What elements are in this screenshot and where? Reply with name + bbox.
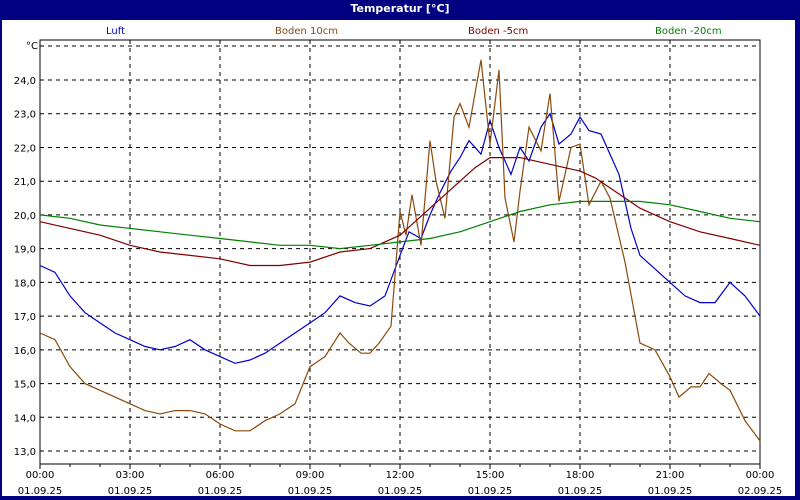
x-tick-time: 18:00 <box>566 470 595 481</box>
series-line-0 <box>39 112 761 364</box>
x-tick-date: 01.09.25 <box>108 486 153 497</box>
x-tick-time: 06:00 <box>206 470 235 481</box>
legend-boden-10cm: Boden 10cm <box>275 26 338 37</box>
y-tick-label: 22,0 <box>14 143 36 154</box>
y-tick-label: 19,0 <box>14 245 36 256</box>
chart-title: Temperatur [°C] <box>0 0 800 20</box>
x-tick-date: 01.09.25 <box>18 486 63 497</box>
y-tick-label: 20,0 <box>14 211 36 222</box>
series-line-3 <box>39 200 761 250</box>
x-tick-date: 01.09.25 <box>378 486 423 497</box>
x-tick-time: 21:00 <box>656 470 685 481</box>
x-tick-time: 03:00 <box>116 470 145 481</box>
y-axis-unit: °C <box>26 41 38 52</box>
x-tick-time: 00:00 <box>746 470 775 481</box>
y-tick-label: 13,0 <box>14 447 36 458</box>
x-tick-date: 01.09.25 <box>558 486 603 497</box>
series-line-2 <box>39 157 761 267</box>
x-tick-date: 01.09.25 <box>198 486 243 497</box>
grid-lines <box>40 40 760 464</box>
y-tick-label: 15,0 <box>14 380 36 391</box>
x-axis: 00:00 01.09.25 03:00 01.09.25 06:00 01.09.25 0… <box>18 464 783 497</box>
x-tick-time: 15:00 <box>476 470 505 481</box>
legend-luft: Luft <box>106 26 125 37</box>
x-tick-date: 01.09.25 <box>288 486 333 497</box>
y-tick-label: 23,0 <box>14 110 36 121</box>
y-tick-label: 21,0 <box>14 177 36 188</box>
x-tick-date: 01.09.25 <box>648 486 693 497</box>
y-tick-label: 18,0 <box>14 278 36 289</box>
y-tick-label: 16,0 <box>14 346 36 357</box>
series-line-1 <box>39 59 761 442</box>
legend-boden-20cm: Boden -20cm <box>655 26 722 37</box>
y-tick-label: 24,0 <box>14 76 36 87</box>
data-series <box>39 59 761 442</box>
legend-boden-5cm: Boden -5cm <box>468 26 529 37</box>
y-tick-label: 14,0 <box>14 413 36 424</box>
x-tick-date: 01.09.25 <box>468 486 513 497</box>
y-axis: 24,0 23,0 22,0 21,0 20,0 19,0 18,0 17,0 16,0 15,0… <box>14 76 36 458</box>
x-tick-time: 12:00 <box>386 470 415 481</box>
y-tick-label: 17,0 <box>14 312 36 323</box>
x-tick-time: 00:00 <box>26 470 55 481</box>
x-tick-date: 02.09.25 <box>738 486 783 497</box>
x-tick-time: 09:00 <box>296 470 325 481</box>
